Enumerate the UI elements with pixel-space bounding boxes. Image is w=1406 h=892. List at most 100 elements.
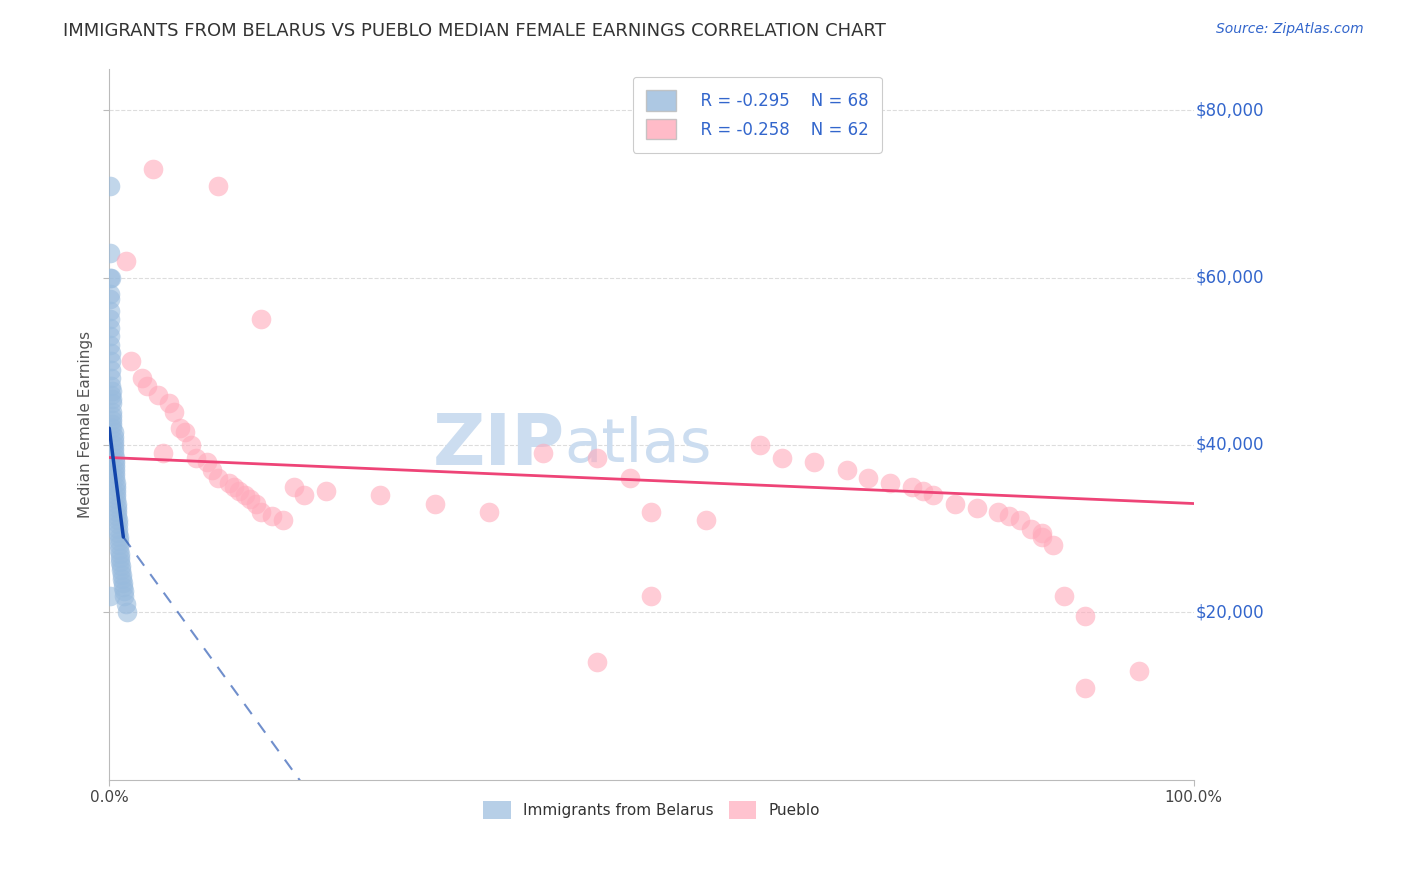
Point — [103, 425, 125, 440]
Point — [103, 442, 125, 457]
Point — [108, 547, 131, 561]
Point — [1031, 530, 1053, 544]
Point — [100, 346, 122, 360]
Point — [103, 446, 125, 460]
Point — [107, 517, 129, 532]
Point — [108, 530, 131, 544]
Point — [101, 384, 124, 398]
Text: Source: ZipAtlas.com: Source: ZipAtlas.com — [1216, 22, 1364, 37]
Point — [169, 421, 191, 435]
Point — [966, 500, 988, 515]
Point — [146, 388, 169, 402]
Point — [112, 584, 135, 599]
Y-axis label: Median Female Earnings: Median Female Earnings — [79, 331, 93, 517]
Point — [222, 480, 245, 494]
Point — [239, 492, 262, 507]
Point — [108, 538, 131, 552]
Point — [370, 488, 392, 502]
Point — [207, 178, 229, 193]
Point — [108, 555, 131, 569]
Point — [260, 509, 283, 524]
Point — [112, 589, 135, 603]
Point — [103, 429, 125, 443]
Point — [101, 404, 124, 418]
Point — [695, 513, 717, 527]
Point — [115, 605, 138, 619]
Point — [98, 287, 121, 301]
Point — [245, 497, 267, 511]
Point — [104, 480, 127, 494]
Point — [98, 321, 121, 335]
Point — [250, 505, 273, 519]
Point — [207, 471, 229, 485]
Text: ZIP: ZIP — [433, 411, 565, 480]
Point — [114, 254, 136, 268]
Point — [120, 354, 142, 368]
Text: $60,000: $60,000 — [1197, 268, 1264, 286]
Point — [586, 656, 609, 670]
Point — [294, 488, 316, 502]
Point — [101, 396, 124, 410]
Point — [250, 312, 273, 326]
Point — [640, 589, 662, 603]
Point — [104, 450, 127, 465]
Point — [104, 492, 127, 507]
Point — [103, 438, 125, 452]
Point — [879, 475, 901, 490]
Point — [1074, 609, 1097, 624]
Point — [100, 362, 122, 376]
Point — [315, 483, 337, 498]
Point — [586, 450, 609, 465]
Point — [922, 488, 945, 502]
Point — [157, 396, 180, 410]
Point — [152, 446, 174, 460]
Point — [108, 550, 131, 565]
Point — [136, 379, 159, 393]
Point — [101, 421, 124, 435]
Point — [104, 455, 127, 469]
Point — [104, 463, 127, 477]
Point — [858, 471, 880, 485]
Text: IMMIGRANTS FROM BELARUS VS PUEBLO MEDIAN FEMALE EARNINGS CORRELATION CHART: IMMIGRANTS FROM BELARUS VS PUEBLO MEDIAN… — [63, 22, 886, 40]
Point — [105, 509, 128, 524]
Point — [1052, 589, 1074, 603]
Point — [101, 417, 124, 431]
Point — [101, 409, 124, 423]
Point — [111, 572, 134, 586]
Point — [911, 483, 934, 498]
Point — [1128, 664, 1150, 678]
Point — [423, 497, 446, 511]
Point — [184, 450, 207, 465]
Point — [619, 471, 641, 485]
Point — [108, 534, 131, 549]
Point — [105, 505, 128, 519]
Point — [100, 388, 122, 402]
Point — [104, 475, 127, 490]
Point — [114, 597, 136, 611]
Point — [835, 463, 858, 477]
Point — [103, 434, 125, 448]
Point — [111, 567, 134, 582]
Text: atlas: atlas — [565, 416, 713, 475]
Point — [98, 304, 121, 318]
Point — [100, 371, 122, 385]
Legend: Immigrants from Belarus, Pueblo: Immigrants from Belarus, Pueblo — [477, 795, 825, 825]
Point — [142, 161, 165, 176]
Point — [107, 525, 129, 540]
Point — [98, 178, 121, 193]
Point — [998, 509, 1021, 524]
Point — [110, 559, 132, 574]
Point — [180, 438, 202, 452]
Point — [100, 270, 122, 285]
Point — [98, 589, 121, 603]
Point — [107, 513, 129, 527]
Point — [98, 292, 121, 306]
Point — [98, 337, 121, 351]
Point — [104, 483, 127, 498]
Point — [640, 505, 662, 519]
Point — [110, 564, 132, 578]
Point — [228, 483, 250, 498]
Point — [112, 580, 135, 594]
Point — [1074, 681, 1097, 695]
Point — [233, 488, 256, 502]
